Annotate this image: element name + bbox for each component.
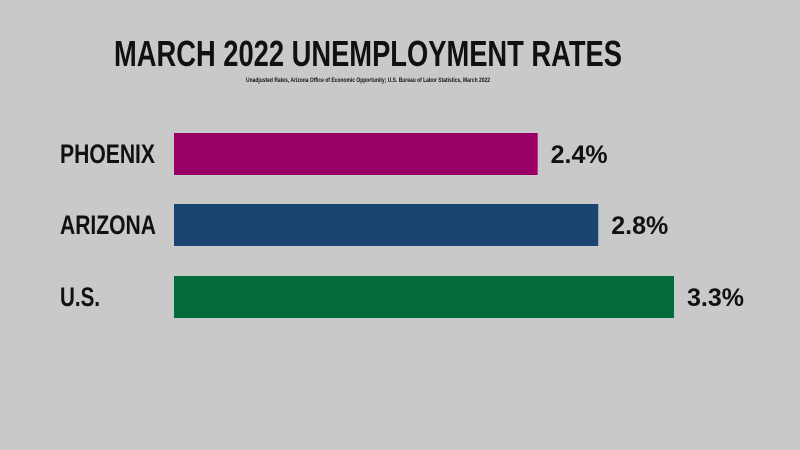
chart-subtitle: Unadjusted Rates, Arizona Office of Econ…: [246, 77, 490, 84]
chart-title: MARCH 2022 UNEMPLOYMENT RATES: [114, 33, 622, 74]
category-label: U.S.: [60, 282, 100, 312]
value-label: 2.4%: [551, 141, 608, 169]
bar-arizona: [174, 204, 599, 246]
category-label: PHOENIX: [60, 139, 155, 169]
bar-phoenix: [174, 133, 538, 175]
value-label: 3.3%: [687, 284, 744, 312]
value-label: 2.8%: [611, 212, 668, 240]
bar-us: [174, 276, 674, 318]
category-label: ARIZONA: [60, 210, 156, 240]
bars-group: PHOENIX 2.4% ARIZONA 2.8% U.S. 3.3%: [60, 133, 744, 318]
